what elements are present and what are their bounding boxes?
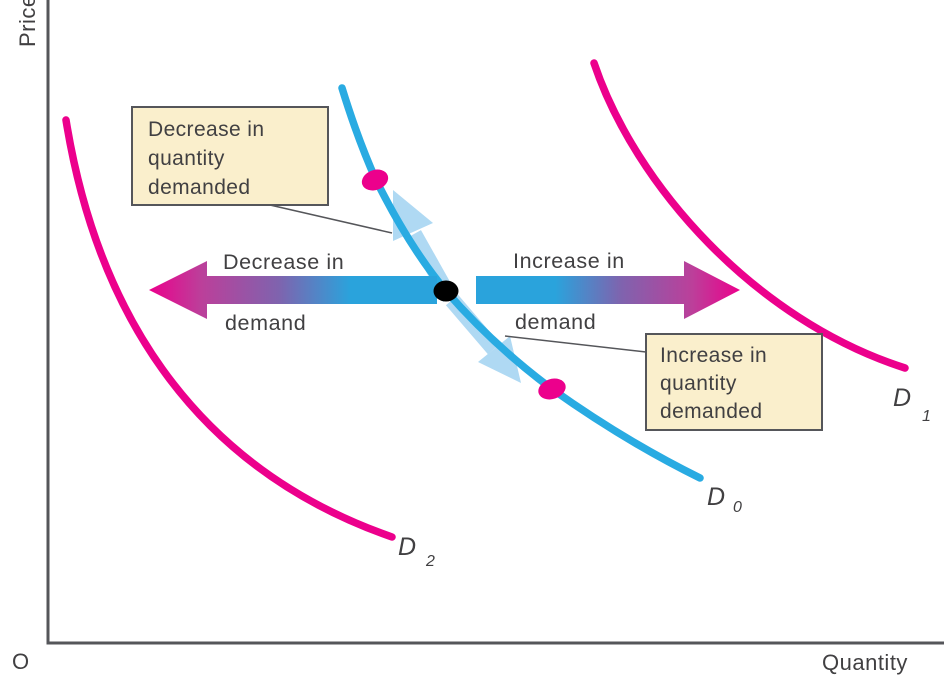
demand-curve-d1 [590,59,909,372]
decrease-demand-arrow [149,261,437,319]
lower-point-marker [538,378,566,400]
curve-label-d0-base: D [707,483,725,511]
decrease-quantity-line1: Decrease in [148,118,264,141]
y-axis-label: Price [15,0,40,47]
increase-quantity-callout: Increase in quantity demanded [645,333,823,431]
decrease-quantity-callout-box [131,106,329,206]
origin-label: O [12,649,30,674]
upper-point-marker [361,169,389,191]
curve-label-d1-base: D [893,384,911,412]
x-axis-label: Quantity [822,650,908,675]
increase-quantity-callout-box [645,333,823,431]
curve-label-d2-sub: 2 [425,553,435,570]
increase-demand-label-line1: Increase in [513,249,625,273]
curve-label-d1: D 1 [893,384,931,425]
curve-label-d0: D 0 [707,483,742,516]
decrease-demand-label-line1: Decrease in [223,250,344,274]
decrease-quantity-callout: Decrease in quantity demanded [131,106,329,206]
increase-quantity-line2: quantity [660,372,737,395]
curve-label-d0-sub: 0 [733,499,742,516]
decrease-demand-label-line2: demand [225,311,306,335]
demand-curve-d0 [338,84,704,482]
curve-label-d2: D 2 [398,533,435,570]
center-point-marker [433,280,459,302]
decrease-quantity-line2: quantity [148,147,225,170]
demand-curve-d2 [62,116,396,541]
increase-quantity-leader-line [504,335,647,353]
curve-label-d1-sub: 1 [922,408,931,425]
decrease-quantity-line3: demanded [148,176,250,199]
decrease-quantity-leader-line [269,204,393,234]
curve-label-d2-base: D [398,533,416,561]
axes-lines [46,0,944,645]
increase-quantity-line3: demanded [660,400,762,423]
increase-demand-arrow [476,261,740,319]
increase-demand-label-line2: demand [515,310,596,334]
increase-quantity-line1: Increase in [660,344,767,367]
